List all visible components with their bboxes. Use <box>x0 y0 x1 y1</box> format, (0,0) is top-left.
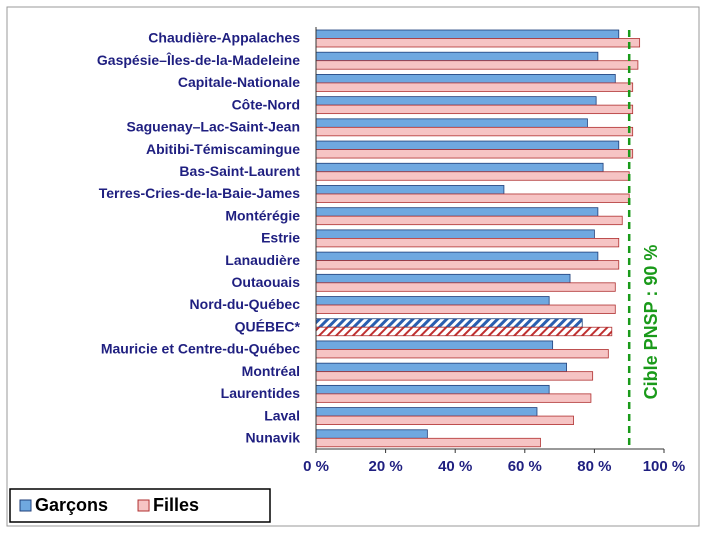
bar <box>315 29 620 39</box>
category-label: Abitibi-Témiscamingue <box>146 141 300 157</box>
bar <box>315 260 620 270</box>
bar <box>315 429 428 439</box>
legend-swatch <box>137 499 150 512</box>
x-tick-label: 20 % <box>368 458 402 475</box>
bar <box>315 296 550 306</box>
target-label: Cible PNSP : 90 % <box>641 245 661 400</box>
bar <box>315 118 588 128</box>
category-label: Estrie <box>261 230 300 246</box>
category-label: Gaspésie–Îles-de-la-Madeleine <box>97 51 300 68</box>
category-label: Nord-du-Québec <box>190 296 301 312</box>
bar <box>315 371 594 381</box>
bar <box>315 162 604 173</box>
bar <box>315 349 609 359</box>
bar <box>315 207 599 217</box>
bar <box>315 96 597 106</box>
category-label: Saguenay–Lac-Saint-Jean <box>126 119 300 135</box>
bar <box>315 104 634 115</box>
category-label: Mauricie et Centre-du-Québec <box>101 341 300 357</box>
bar <box>315 318 583 328</box>
category-label: Côte-Nord <box>232 96 300 112</box>
category-label: Outaouais <box>232 274 301 290</box>
bar <box>315 82 634 92</box>
bar <box>315 171 630 181</box>
category-label: Laurentides <box>221 385 301 401</box>
category-label: QUÉBEC* <box>235 318 301 334</box>
bar <box>315 60 639 70</box>
category-label: Montréal <box>242 363 300 379</box>
bar <box>315 215 623 226</box>
category-label: Bas-Saint-Laurent <box>179 163 300 179</box>
bar <box>315 193 630 203</box>
bar <box>315 185 505 195</box>
x-tick-label: 80 % <box>577 458 611 475</box>
bar <box>315 237 620 248</box>
category-label: Laval <box>264 407 300 423</box>
legend-label: Filles <box>153 495 199 515</box>
category-label: Capitale-Nationale <box>178 74 300 90</box>
category-label: Montérégie <box>225 207 300 223</box>
category-label: Lanaudière <box>225 252 300 268</box>
bar <box>315 326 613 337</box>
category-label: Terres-Cries-de-la-Baie-James <box>99 185 300 201</box>
bar <box>315 273 571 284</box>
bar <box>315 304 616 314</box>
x-tick-label: 60 % <box>508 458 542 475</box>
legend-swatch <box>19 499 32 512</box>
bar <box>315 407 538 417</box>
bar <box>315 340 554 350</box>
x-tick-label: 40 % <box>438 458 472 475</box>
bar <box>315 415 574 425</box>
bar <box>315 74 616 84</box>
x-tick-label: 100 % <box>643 458 686 475</box>
bar <box>315 149 634 159</box>
bar <box>315 362 567 373</box>
category-label: Nunavik <box>246 429 301 445</box>
x-tick-label: 0 % <box>303 458 329 475</box>
bar <box>315 51 599 62</box>
bar <box>315 140 620 150</box>
bar <box>315 251 599 262</box>
bar <box>315 38 641 48</box>
bar <box>315 384 550 395</box>
bar <box>315 229 595 239</box>
category-label: Chaudière-Appalaches <box>148 30 300 46</box>
bar <box>315 126 634 137</box>
legend-label: Garçons <box>35 495 108 515</box>
bar <box>315 393 592 403</box>
bar <box>315 282 616 292</box>
bar <box>315 437 541 448</box>
